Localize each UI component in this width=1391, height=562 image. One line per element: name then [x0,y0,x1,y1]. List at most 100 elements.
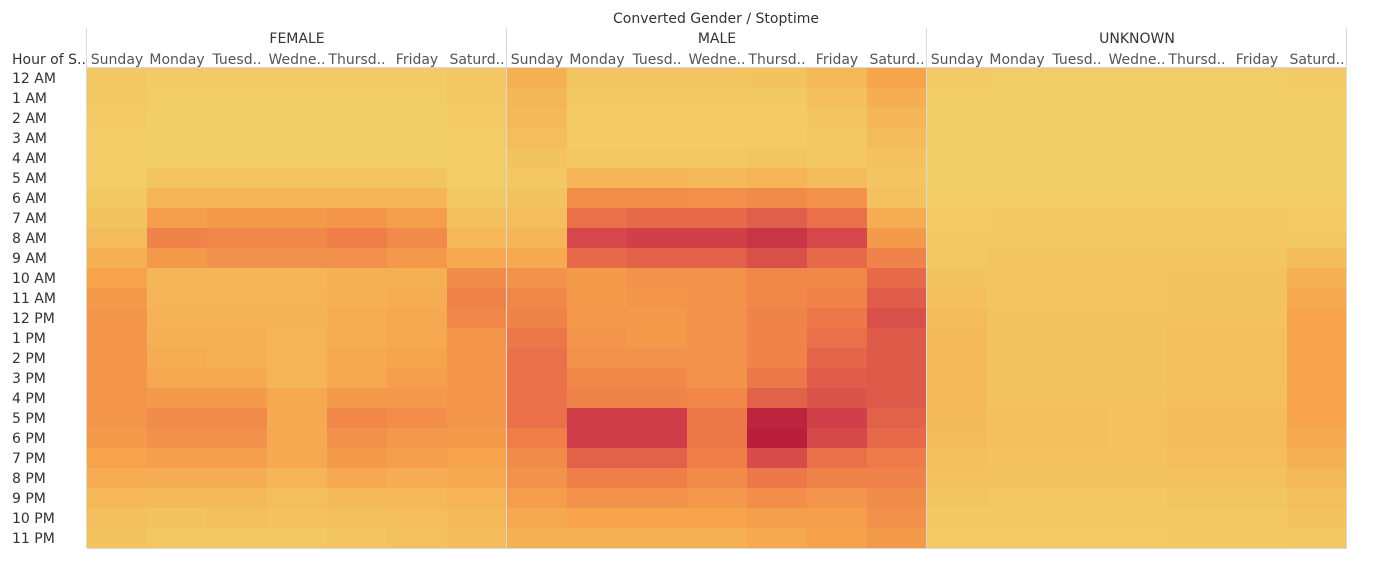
heatmap-cell [627,168,687,188]
day-labels: Sunday Monday Tuesd.. Wedne.. Thursd.. Friday… [91,52,1345,68]
heatmap-cell [747,388,807,408]
heatmap-cell [1047,128,1107,148]
heatmap-cell [447,108,507,128]
heatmap-cell [147,268,207,288]
heatmap-cell [267,308,327,328]
heatmap-cell [207,128,267,148]
heatmap-cell [207,248,267,268]
heatmap-cell [1107,428,1167,448]
heatmap-cell [867,228,927,248]
heatmap-cell [387,428,447,448]
heatmap-cell [627,488,687,508]
heatmap-cell [267,288,327,308]
day-label: Monday [989,52,1044,68]
heatmap-cell [1107,408,1167,428]
heatmap-cell [87,208,147,228]
heatmap-cell [447,428,507,448]
heatmap-cell [747,288,807,308]
heatmap-cell [807,508,867,528]
heatmap-cell [447,388,507,408]
heatmap-cell [627,308,687,328]
heatmap-cell [327,448,387,468]
heatmap-cell [387,508,447,528]
heatmap-cell [687,368,747,388]
heatmap-cell [567,388,627,408]
heatmap-cell [807,188,867,208]
heatmap-cell [987,88,1047,108]
heatmap-cell [927,88,987,108]
heatmap-cell [267,268,327,288]
heatmap-cell [1227,508,1287,528]
heatmap-cell [1047,368,1107,388]
heatmap-cell [1047,468,1107,488]
heatmap-cell [567,208,627,228]
heatmap-cell [147,488,207,508]
heatmap-cell [867,368,927,388]
heatmap-cell [507,268,567,288]
hour-label: 10 PM [12,511,55,527]
heatmap-cell [507,288,567,308]
heatmap-cell [567,108,627,128]
heatmap-cell [987,388,1047,408]
heatmap-cell [567,408,627,428]
heatmap-cell [987,248,1047,268]
heatmap-cell [87,468,147,488]
heatmap-cell [1227,348,1287,368]
day-label: Wedne.. [1109,52,1166,68]
heatmap-cell [387,308,447,328]
heatmap-cell [1167,388,1227,408]
heatmap-cell [507,228,567,248]
row-labels: 12 AM 1 AM 2 AM 3 AM 4 AM 5 AM 6 AM 7 AM 8 AM 9 A… [12,71,56,547]
day-label: Sunday [931,52,983,68]
heatmap-cell [267,488,327,508]
heatmap-cell [567,228,627,248]
heatmap-cell [987,188,1047,208]
heatmap-cell [1167,528,1227,548]
heatmap-cell [747,348,807,368]
group-label: MALE [698,31,736,47]
heatmap-cell [1167,248,1227,268]
heatmap-cell [267,408,327,428]
heatmap-cell [927,488,987,508]
heatmap-cell [447,168,507,188]
heatmap-cell [327,308,387,328]
heatmap-cell [1167,168,1227,188]
heatmap-cell [1047,88,1107,108]
heatmap-cell [447,408,507,428]
heatmap-cell [327,248,387,268]
heatmap-cell [627,248,687,268]
heatmap-cell [987,288,1047,308]
heatmap-cell [927,468,987,488]
heatmap-cell [387,528,447,548]
heatmap-cell [327,408,387,428]
heatmap-cell [687,228,747,248]
heatmap-cell [927,528,987,548]
heatmap-cell [1287,128,1347,148]
heatmap-cell [147,148,207,168]
heatmap-cell [87,448,147,468]
heatmap-cell [987,128,1047,148]
heatmap-cell [927,388,987,408]
heatmap-cell [927,68,987,88]
heatmap-cell [267,68,327,88]
heatmap-cell [387,88,447,108]
day-label: Wedne.. [269,52,326,68]
heatmap-cell [207,368,267,388]
heatmap-cell [747,168,807,188]
heatmap-cell [447,268,507,288]
heatmap-cell [567,448,627,468]
heatmap-cell [267,108,327,128]
heatmap-cell [1107,368,1167,388]
heatmap-cell [927,428,987,448]
heatmap-cell [747,328,807,348]
hour-label: 9 AM [12,251,47,267]
day-label: Sunday [91,52,143,68]
heatmap-cell [867,388,927,408]
heatmap-cell [267,508,327,528]
heatmap-cell [1047,288,1107,308]
heatmap-cell [327,288,387,308]
heatmap-cell [807,228,867,248]
heatmap-cell [207,88,267,108]
heatmap-cell [867,108,927,128]
heatmap-cell [1107,308,1167,328]
